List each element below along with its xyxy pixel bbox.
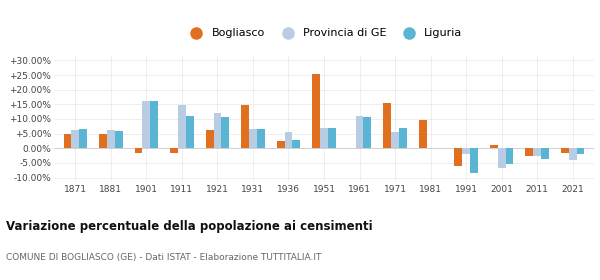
Bar	[277, 141, 284, 148]
Bar	[391, 132, 399, 148]
Bar	[221, 117, 229, 148]
Bar	[462, 148, 470, 153]
Bar	[178, 105, 186, 148]
Bar	[498, 148, 506, 168]
Bar	[490, 145, 498, 148]
Bar	[142, 101, 150, 148]
Bar	[320, 128, 328, 148]
Bar	[364, 117, 371, 148]
Bar	[526, 148, 533, 156]
Bar	[312, 74, 320, 148]
Bar	[64, 134, 71, 148]
Bar	[541, 148, 549, 158]
Bar	[292, 139, 300, 148]
Text: Variazione percentuale della popolazione ai censimenti: Variazione percentuale della popolazione…	[6, 220, 373, 233]
Bar	[107, 130, 115, 148]
Bar	[186, 116, 194, 148]
Bar	[569, 148, 577, 160]
Bar	[99, 134, 107, 148]
Bar	[419, 120, 427, 148]
Bar	[257, 129, 265, 148]
Bar	[170, 148, 178, 153]
Bar	[399, 128, 407, 148]
Bar	[79, 129, 87, 148]
Bar	[533, 148, 541, 156]
Bar	[506, 148, 514, 164]
Bar	[577, 148, 584, 154]
Bar	[115, 131, 122, 148]
Bar	[383, 103, 391, 148]
Bar	[284, 132, 292, 148]
Bar	[249, 129, 257, 148]
Bar	[561, 148, 569, 153]
Bar	[356, 116, 364, 148]
Bar	[134, 148, 142, 153]
Bar	[150, 101, 158, 148]
Bar	[71, 130, 79, 148]
Legend: Bogliasco, Provincia di GE, Liguria: Bogliasco, Provincia di GE, Liguria	[183, 26, 465, 41]
Text: COMUNE DI BOGLIASCO (GE) - Dati ISTAT - Elaborazione TUTTITALIA.IT: COMUNE DI BOGLIASCO (GE) - Dati ISTAT - …	[6, 253, 322, 262]
Bar	[206, 130, 214, 148]
Bar	[214, 113, 221, 148]
Bar	[454, 148, 462, 167]
Bar	[470, 148, 478, 173]
Bar	[328, 128, 336, 148]
Bar	[241, 105, 249, 148]
